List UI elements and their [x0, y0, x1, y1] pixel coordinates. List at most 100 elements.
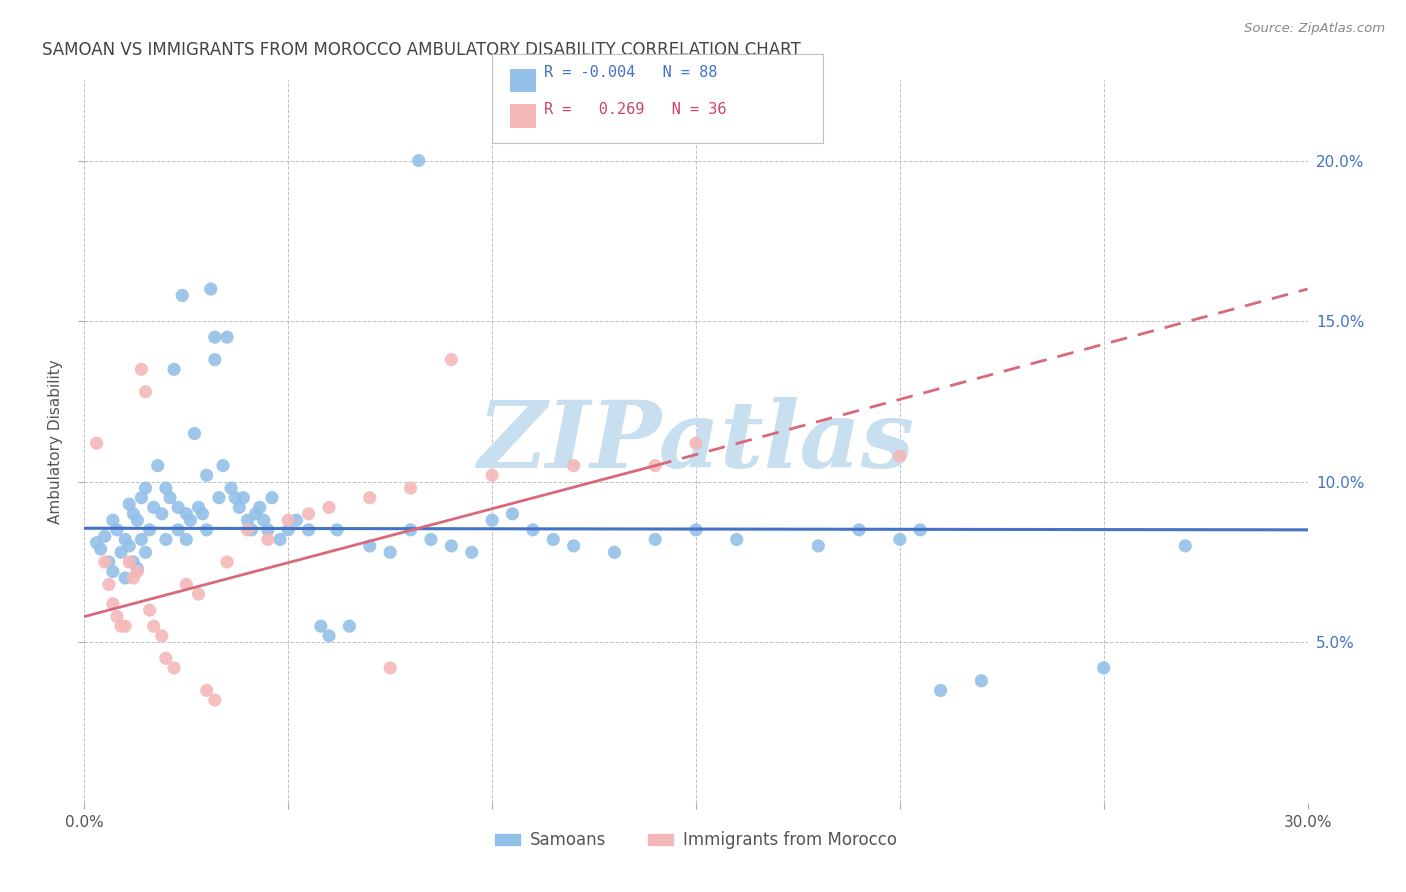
- Point: [114, 533, 136, 547]
- Point: [146, 458, 169, 473]
- Point: [131, 491, 153, 505]
- Point: [212, 458, 235, 473]
- Point: [174, 533, 197, 547]
- Point: [240, 523, 263, 537]
- Point: [86, 535, 108, 549]
- Point: [970, 673, 993, 688]
- Point: [163, 362, 186, 376]
- Point: [440, 539, 463, 553]
- Point: [187, 500, 209, 515]
- Point: [249, 500, 271, 515]
- Point: [204, 693, 226, 707]
- Point: [163, 661, 186, 675]
- Text: R =   0.269   N = 36: R = 0.269 N = 36: [544, 103, 727, 117]
- Point: [359, 539, 381, 553]
- Point: [204, 352, 226, 367]
- Point: [101, 513, 124, 527]
- Point: [269, 533, 291, 547]
- Point: [910, 523, 932, 537]
- Point: [90, 542, 112, 557]
- Point: [114, 619, 136, 633]
- Point: [142, 500, 165, 515]
- Point: [298, 523, 321, 537]
- Point: [562, 539, 585, 553]
- Point: [219, 481, 242, 495]
- Point: [101, 565, 124, 579]
- Point: [155, 533, 177, 547]
- Point: [359, 491, 381, 505]
- Point: [440, 352, 463, 367]
- Point: [122, 571, 145, 585]
- Point: [257, 533, 280, 547]
- Point: [889, 449, 911, 463]
- Point: [253, 513, 276, 527]
- Point: [187, 587, 209, 601]
- Point: [889, 533, 911, 547]
- Point: [86, 436, 108, 450]
- Point: [562, 458, 585, 473]
- Point: [174, 577, 197, 591]
- Point: [685, 523, 707, 537]
- Point: [135, 545, 157, 559]
- Point: [217, 330, 239, 344]
- Point: [228, 500, 250, 515]
- Point: [195, 683, 218, 698]
- Point: [461, 545, 484, 559]
- Point: [127, 513, 149, 527]
- Point: [644, 533, 666, 547]
- Point: [848, 523, 870, 537]
- Point: [122, 555, 145, 569]
- Point: [208, 491, 231, 505]
- Point: [543, 533, 565, 547]
- Point: [155, 481, 177, 495]
- Point: [481, 468, 503, 483]
- Point: [118, 497, 141, 511]
- Point: [118, 539, 141, 553]
- Point: [135, 481, 157, 495]
- Point: [644, 458, 666, 473]
- Point: [110, 545, 132, 559]
- Point: [195, 523, 218, 537]
- Text: R = -0.004   N = 88: R = -0.004 N = 88: [544, 65, 717, 79]
- Point: [298, 507, 321, 521]
- Point: [1092, 661, 1115, 675]
- Point: [135, 384, 157, 399]
- Point: [481, 513, 503, 527]
- Point: [285, 513, 308, 527]
- Point: [138, 523, 160, 537]
- Point: [101, 597, 124, 611]
- Point: [257, 523, 280, 537]
- Point: [236, 523, 259, 537]
- Point: [118, 555, 141, 569]
- Point: [150, 629, 173, 643]
- Point: [131, 362, 153, 376]
- Point: [326, 523, 349, 537]
- Point: [93, 529, 115, 543]
- Point: [167, 500, 190, 515]
- Point: [318, 629, 340, 643]
- Point: [420, 533, 443, 547]
- Point: [685, 436, 707, 450]
- Point: [105, 523, 128, 537]
- Point: [114, 571, 136, 585]
- Text: SAMOAN VS IMMIGRANTS FROM MOROCCO AMBULATORY DISABILITY CORRELATION CHART: SAMOAN VS IMMIGRANTS FROM MOROCCO AMBULA…: [42, 41, 800, 59]
- Point: [204, 330, 226, 344]
- Point: [97, 555, 120, 569]
- Point: [277, 513, 299, 527]
- Point: [309, 619, 332, 633]
- Point: [138, 603, 160, 617]
- Point: [179, 513, 201, 527]
- Point: [224, 491, 246, 505]
- Legend: Samoans, Immigrants from Morocco: Samoans, Immigrants from Morocco: [488, 824, 904, 856]
- Point: [183, 426, 205, 441]
- Point: [318, 500, 340, 515]
- Point: [167, 523, 190, 537]
- Point: [399, 481, 422, 495]
- Point: [127, 565, 149, 579]
- Point: [127, 561, 149, 575]
- Point: [380, 661, 402, 675]
- Point: [200, 282, 222, 296]
- Point: [142, 619, 165, 633]
- Point: [191, 507, 214, 521]
- Point: [195, 468, 218, 483]
